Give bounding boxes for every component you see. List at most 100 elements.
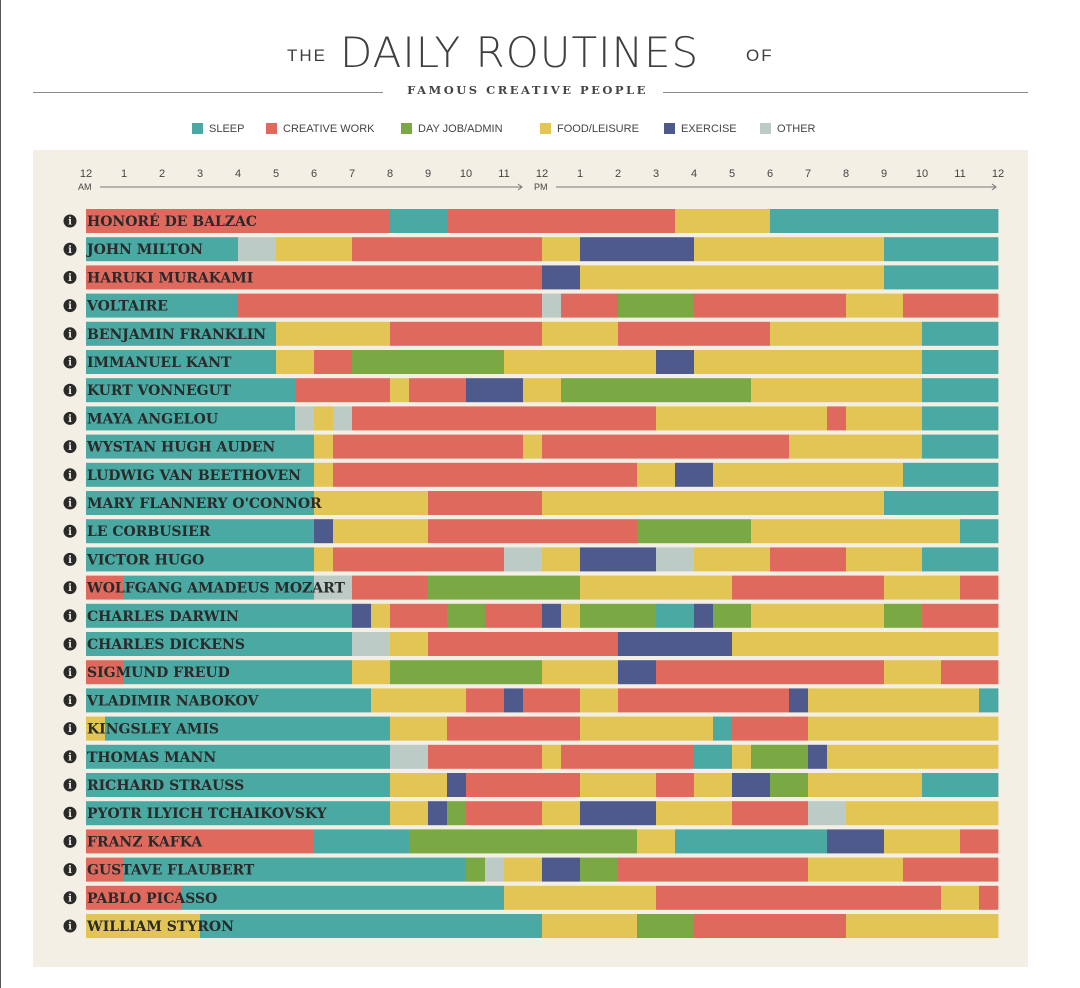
routine-bar-segment xyxy=(960,575,999,600)
info-icon xyxy=(63,693,77,707)
routine-bar-segment xyxy=(808,688,980,713)
routine-bar-segment xyxy=(295,378,391,403)
routine-bar-segment xyxy=(808,857,904,882)
info-icon-glyph: i xyxy=(68,611,72,622)
person-name-label: KURT VONNEGUT xyxy=(87,383,232,399)
person-name-label: IMMANUEL KANT xyxy=(87,355,232,371)
info-icon xyxy=(63,411,77,425)
routine-bar-segment xyxy=(86,801,391,826)
routine-bar-segment xyxy=(808,716,999,741)
routine-bar-segment xyxy=(523,378,562,403)
routine-bar-segment xyxy=(713,462,904,487)
info-icon xyxy=(63,637,77,651)
info-icon-glyph: i xyxy=(68,386,72,397)
routine-bar-segment xyxy=(86,829,315,854)
routine-bar-segment xyxy=(561,603,581,628)
routine-bar-segment xyxy=(960,829,999,854)
routine-bar-segment xyxy=(542,603,562,628)
routine-bar-segment xyxy=(314,434,334,459)
routine-bar-segment xyxy=(542,914,638,938)
person-name-label: LE CORBUSIER xyxy=(87,524,211,540)
routine-bar-segment xyxy=(86,660,125,685)
routine-bar-segment xyxy=(124,857,467,882)
legend-swatch xyxy=(266,123,277,134)
routine-bar-segment xyxy=(504,350,657,374)
routine-bar-segment xyxy=(694,773,733,797)
info-icon xyxy=(63,863,77,877)
x-tick-label: 11 xyxy=(954,168,965,180)
x-tick-label: 6 xyxy=(311,168,317,180)
routine-bar-segment xyxy=(86,547,315,572)
routine-bar-segment xyxy=(105,716,391,741)
legend-label: CREATIVE WORK xyxy=(283,123,375,135)
routine-bar-segment xyxy=(675,209,771,233)
info-icon xyxy=(63,581,77,595)
person-name-label: VOLTAIRE xyxy=(86,299,168,315)
person-name-label: THOMAS MANN xyxy=(87,750,216,766)
routine-bar-segment xyxy=(922,773,999,797)
info-icon xyxy=(63,383,77,397)
person-name-label: FRANZ KAFKA xyxy=(87,834,203,850)
routine-bar-segment xyxy=(846,406,923,431)
routine-bar-segment xyxy=(941,885,980,910)
info-icon xyxy=(63,834,77,848)
routine-bar-segment xyxy=(580,716,714,741)
x-tick-label: 8 xyxy=(387,168,393,180)
routine-bar-segment xyxy=(922,321,999,346)
routine-bar-segment xyxy=(86,491,315,515)
routine-bar-segment xyxy=(618,688,790,713)
routine-bar-segment xyxy=(694,293,847,318)
routine-bar-segment xyxy=(884,603,923,628)
info-icon-glyph: i xyxy=(68,922,72,933)
info-icon-glyph: i xyxy=(68,358,72,369)
x-tick-label: 1 xyxy=(577,168,583,180)
routine-bar-segment xyxy=(181,885,505,910)
routine-bar-segment xyxy=(656,885,942,910)
info-icon xyxy=(63,440,77,454)
routine-bar-segment xyxy=(428,491,543,515)
person-name-label: PYOTR ILYICH TCHAIKOVSKY xyxy=(87,806,328,822)
info-icon xyxy=(63,778,77,792)
info-icon xyxy=(63,919,77,933)
routine-bar-segment xyxy=(618,321,771,346)
routine-bar-segment xyxy=(428,744,543,769)
info-icon-glyph: i xyxy=(68,217,72,228)
x-tick-label: 1 xyxy=(121,168,127,180)
routine-bar-segment xyxy=(884,491,999,515)
routine-bar-segment xyxy=(86,378,296,403)
routine-bar-segment xyxy=(447,716,581,741)
routine-bar-segment xyxy=(922,378,999,403)
routine-bar-segment xyxy=(542,491,885,515)
routine-bar-segment xyxy=(86,434,315,459)
routine-bar-segment xyxy=(694,603,714,628)
routine-bar-segment xyxy=(618,293,695,318)
legend-swatch xyxy=(540,123,551,134)
routine-bar-segment xyxy=(751,519,961,544)
x-tick-label: 4 xyxy=(235,168,241,180)
routine-bar-segment xyxy=(884,829,961,854)
routine-bar-segment xyxy=(352,603,372,628)
routine-bar-segment xyxy=(580,265,885,290)
routine-bar-segment xyxy=(618,857,809,882)
routine-bar-segment xyxy=(846,914,999,938)
routine-bar-segment xyxy=(352,406,657,431)
info-icon-glyph: i xyxy=(68,245,72,256)
routine-bar-segment xyxy=(466,688,505,713)
info-icon xyxy=(63,524,77,538)
routine-bar-segment xyxy=(846,547,923,572)
x-tick-label: 3 xyxy=(197,168,203,180)
info-icon-glyph: i xyxy=(68,781,72,792)
routine-bar-segment xyxy=(333,462,638,487)
routine-bar-segment xyxy=(504,885,657,910)
x-tick-label: 9 xyxy=(425,168,431,180)
routine-bar-segment xyxy=(827,406,847,431)
routine-bar-segment xyxy=(86,603,353,628)
routine-bar-segment xyxy=(371,688,467,713)
routine-bar-segment xyxy=(352,350,505,374)
routine-bar-segment xyxy=(86,519,315,544)
routine-bar-segment xyxy=(428,519,638,544)
routine-bar-segment xyxy=(86,716,106,741)
routine-bar-segment xyxy=(789,434,923,459)
routine-bar-segment xyxy=(542,434,790,459)
routine-bar-segment xyxy=(542,744,562,769)
